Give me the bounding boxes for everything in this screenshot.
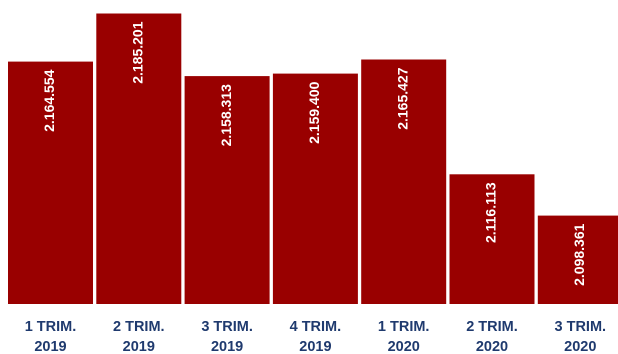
bar-value-label-4: 2.159.400	[306, 81, 322, 143]
category-quarter: 1 TRIM.	[25, 319, 77, 335]
category-label-3: 3 TRIM. 2019	[201, 319, 253, 354]
bar-1	[8, 61, 93, 304]
category-quarter: 1 TRIM.	[378, 319, 430, 335]
category-year: 2019	[34, 339, 66, 354]
bar-value-label-6: 2.116.113	[483, 182, 499, 243]
value-labels-group: 2.164.554 2.185.201 2.158.313 2.159.400 2.16…	[41, 21, 587, 286]
category-quarter: 2 TRIM.	[466, 319, 518, 335]
category-year: 2019	[123, 339, 155, 354]
bar-6	[449, 174, 535, 304]
bar-2	[96, 13, 182, 304]
category-year: 2020	[388, 339, 420, 354]
category-year: 2019	[299, 339, 331, 354]
category-quarter: 2 TRIM.	[113, 319, 165, 335]
category-quarter: 4 TRIM.	[290, 319, 342, 335]
category-year: 2020	[476, 339, 508, 354]
category-quarter: 3 TRIM.	[201, 319, 253, 335]
category-label-2: 2 TRIM. 2019	[113, 319, 165, 354]
bar-value-label-3: 2.158.313	[218, 84, 234, 146]
category-label-6: 2 TRIM. 2020	[466, 319, 518, 354]
bars-group	[8, 13, 618, 304]
bar-4	[272, 73, 358, 304]
bar-value-label-2: 2.185.201	[130, 21, 146, 83]
bar-5	[361, 59, 447, 304]
category-year: 2019	[211, 339, 243, 354]
category-label-5: 1 TRIM. 2020	[378, 319, 430, 354]
bar-7	[537, 215, 618, 304]
category-label-4: 4 TRIM. 2019	[290, 319, 342, 354]
bar-value-label-1: 2.164.554	[41, 69, 57, 131]
category-label-7: 3 TRIM. 2020	[555, 319, 607, 354]
bar-3	[184, 76, 270, 304]
category-year: 2020	[564, 339, 596, 354]
bar-value-label-7: 2.098.361	[571, 223, 587, 285]
category-quarter: 3 TRIM.	[555, 319, 607, 335]
bar-value-label-5: 2.165.427	[394, 67, 410, 129]
category-label-1: 1 TRIM. 2019	[25, 319, 77, 354]
